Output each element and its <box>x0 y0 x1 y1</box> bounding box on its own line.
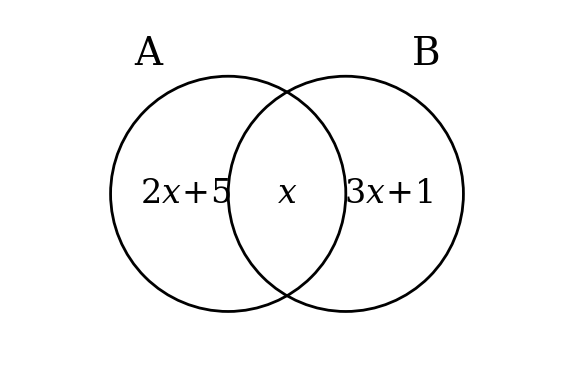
Text: A: A <box>134 37 162 73</box>
Text: $2x\!+\!5$: $2x\!+\!5$ <box>140 177 231 210</box>
Text: B: B <box>412 37 440 73</box>
Text: $3x\!+\!1$: $3x\!+\!1$ <box>344 177 433 210</box>
Text: $x$: $x$ <box>277 177 297 210</box>
